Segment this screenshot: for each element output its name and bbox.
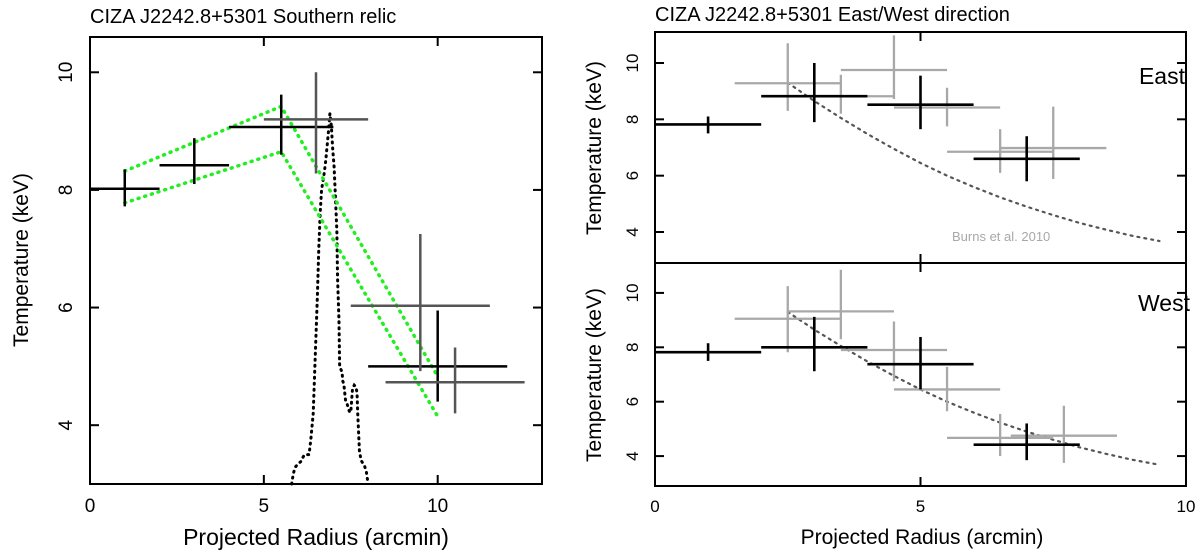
west-grey-point-s0-2: [840, 321, 948, 382]
east-ytick-label: 4: [623, 227, 642, 236]
west-grey-point-s0-5: [1010, 405, 1117, 463]
west-y-axis-label: Temperature (keV): [583, 288, 606, 462]
east-data-points: [655, 35, 1107, 182]
west-model-line: [786, 310, 1161, 466]
east-panel: 4 6 8 10 East Burns et al. 2010 Temperature…: [583, 31, 1187, 264]
left-ytick-label: 6: [56, 302, 77, 313]
profile-dotted-line: [290, 113, 370, 486]
temperature-profile-line: [290, 113, 370, 486]
east-model-curve: [786, 81, 1161, 243]
burns-annotation: Burns et al. 2010: [952, 229, 1050, 244]
right-x-axis-ticks: 0 5 10: [650, 32, 1195, 516]
east-grey-point-s0-0: [734, 43, 841, 111]
west-grey-point-s0-4: [947, 413, 1054, 457]
right-x-axis-label: Projected Radius (arcmin): [801, 526, 1044, 549]
left-plot-frame: [89, 36, 543, 485]
left-point-s0-3: [368, 310, 508, 402]
left-xtick-label: 0: [85, 496, 96, 517]
east-model-line: [786, 81, 1161, 243]
left-ytick-label: 10: [56, 62, 77, 83]
left-point-s0-0: [90, 169, 160, 207]
left-chart: CIZA J2242.8+5301 Southern relic 0 5 10 4 6 8…: [10, 6, 543, 550]
right-xtick-label: 5: [916, 497, 925, 516]
left-ytick-label: 4: [56, 419, 77, 430]
east-grey-point-s0-2: [840, 35, 948, 100]
east-panel-label: East: [1139, 63, 1186, 89]
east-grey-point-s0-1: [787, 74, 894, 114]
west-black-point-s0-1: [761, 316, 868, 372]
west-axis-ticks: 4 6 8 10: [623, 283, 1186, 461]
east-grey-point-s0-3: [893, 87, 1001, 127]
west-black-point-s0-3: [973, 423, 1080, 461]
left-xtick-label: 10: [427, 496, 448, 517]
west-grey-point-s0-1: [787, 269, 894, 340]
right-chart: CIZA J2242.8+5301 East/West direction 4 6…: [583, 4, 1195, 549]
east-black-point-s0-2: [867, 75, 974, 130]
left-point-s1-1: [350, 234, 490, 372]
left-xtick-label: 5: [259, 496, 270, 517]
left-point-s1-0: [263, 72, 369, 174]
left-point-s1-2: [385, 347, 525, 414]
west-black-point-s0-0: [655, 343, 762, 361]
east-black-point-s0-0: [655, 116, 762, 134]
west-ytick-label: 8: [623, 343, 642, 352]
west-grey-point-s0-3: [893, 366, 1001, 412]
east-black-point-s0-1: [761, 62, 868, 123]
left-point-s0-1: [159, 138, 230, 185]
west-grey-point-s0-0: [734, 286, 841, 353]
east-ytick-label: 6: [623, 171, 642, 180]
west-panel: 4 6 8 10 West Temperature (keV): [583, 262, 1191, 487]
left-x-axis-label: Projected Radius (arcmin): [183, 524, 449, 550]
west-ytick-label: 6: [623, 397, 642, 406]
west-ytick-label: 10: [623, 283, 642, 302]
left-point-s0-2: [229, 94, 334, 155]
right-chart-title: CIZA J2242.8+5301 East/West direction: [655, 4, 1010, 26]
east-ytick-label: 8: [623, 115, 642, 124]
west-data-points: [655, 269, 1117, 463]
west-panel-label: West: [1138, 290, 1191, 316]
model-band-lower: [123, 149, 440, 419]
left-ytick-label: 8: [56, 185, 77, 196]
west-model-curve: [786, 310, 1161, 466]
west-black-point-s0-2: [867, 336, 974, 390]
data-points: [90, 72, 525, 414]
east-axis-ticks: 4 6 8 10: [623, 54, 1186, 237]
east-grey-point-s0-5: [1000, 106, 1107, 180]
left-y-axis-label: Temperature (keV): [10, 173, 33, 347]
east-black-point-s0-3: [973, 136, 1080, 182]
east-grey-point-s0-4: [947, 129, 1054, 173]
east-y-axis-label: Temperature (keV): [583, 61, 606, 235]
left-chart-title: CIZA J2242.8+5301 Southern relic: [90, 6, 396, 28]
west-ytick-label: 4: [623, 451, 642, 460]
east-ytick-label: 10: [623, 54, 642, 73]
axis-ticks: 0 5 10 4 6 8 10: [56, 37, 542, 517]
right-xtick-label: 10: [1177, 497, 1196, 516]
right-xtick-label: 0: [650, 497, 659, 516]
